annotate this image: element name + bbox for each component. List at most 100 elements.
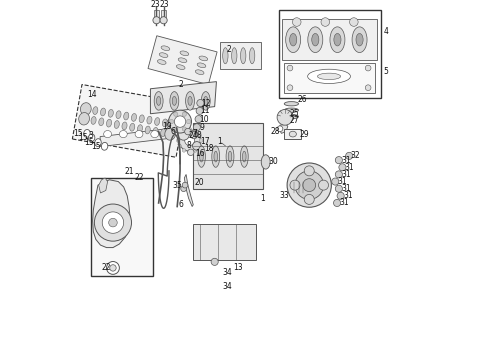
FancyBboxPatch shape [220,42,261,69]
Ellipse shape [172,96,176,105]
Text: 13: 13 [233,264,243,273]
Ellipse shape [162,119,168,127]
FancyBboxPatch shape [284,63,374,93]
Text: 24: 24 [189,131,198,140]
Polygon shape [100,129,167,147]
Ellipse shape [186,92,195,110]
Circle shape [188,127,192,131]
Ellipse shape [284,102,298,106]
Circle shape [277,109,293,125]
Circle shape [287,65,293,71]
Text: 34: 34 [222,268,232,277]
Text: 8: 8 [197,131,202,140]
Text: 31: 31 [345,163,354,172]
Circle shape [339,164,346,171]
Ellipse shape [88,134,95,142]
Ellipse shape [120,131,127,138]
Circle shape [193,141,201,150]
Text: 28: 28 [270,127,280,136]
Polygon shape [98,178,108,193]
Text: 27: 27 [290,116,299,125]
Circle shape [185,135,195,145]
Ellipse shape [147,116,152,124]
Ellipse shape [249,48,255,64]
Circle shape [287,85,293,91]
Ellipse shape [261,155,270,169]
Text: 22: 22 [101,264,111,273]
Text: 31: 31 [343,191,353,200]
Circle shape [102,212,123,233]
Ellipse shape [139,115,144,123]
Circle shape [179,130,200,151]
Text: 18: 18 [204,144,213,153]
FancyBboxPatch shape [282,19,377,60]
Ellipse shape [80,103,91,115]
Text: 9: 9 [200,123,205,132]
Circle shape [337,192,344,199]
Circle shape [349,18,358,26]
Circle shape [173,112,178,116]
Text: 15: 15 [84,138,94,147]
Ellipse shape [137,125,143,132]
Ellipse shape [243,151,246,162]
Text: 17: 17 [200,137,210,146]
Ellipse shape [156,96,161,105]
Circle shape [334,199,341,207]
Ellipse shape [226,146,234,167]
Text: 34: 34 [222,282,232,291]
Circle shape [182,127,187,131]
Text: 4: 4 [384,27,389,36]
Ellipse shape [200,151,203,162]
Circle shape [335,185,343,192]
Ellipse shape [228,151,232,162]
Text: 23: 23 [150,0,160,9]
Circle shape [182,182,188,188]
Text: 8: 8 [186,141,191,150]
Ellipse shape [84,130,90,137]
Ellipse shape [289,131,296,137]
Circle shape [106,261,120,274]
Ellipse shape [79,113,90,125]
Circle shape [199,139,203,142]
Text: 29: 29 [299,130,309,139]
Text: 1: 1 [260,194,265,203]
Circle shape [195,116,202,123]
Ellipse shape [290,33,297,46]
Ellipse shape [159,53,168,58]
Circle shape [321,18,330,26]
Ellipse shape [95,139,101,147]
Ellipse shape [197,63,206,68]
Circle shape [174,116,186,127]
Circle shape [318,180,328,190]
Ellipse shape [201,92,210,110]
Circle shape [290,180,300,190]
Ellipse shape [131,113,137,121]
FancyBboxPatch shape [279,10,381,98]
Ellipse shape [170,92,179,110]
Circle shape [365,85,371,91]
Text: 31: 31 [341,184,351,193]
Circle shape [178,129,189,140]
Circle shape [153,17,160,24]
Text: 7: 7 [193,129,197,138]
FancyBboxPatch shape [193,123,263,189]
Ellipse shape [356,33,363,46]
Circle shape [345,152,353,159]
Text: 10: 10 [199,114,209,123]
Ellipse shape [284,108,298,112]
Text: 16: 16 [196,149,205,158]
Text: 5: 5 [384,67,389,76]
Ellipse shape [197,146,205,167]
Ellipse shape [83,115,88,123]
Circle shape [335,157,343,164]
Circle shape [181,186,187,192]
Text: 14: 14 [87,90,97,99]
Ellipse shape [284,114,298,119]
Ellipse shape [100,108,106,116]
Ellipse shape [116,111,121,118]
Ellipse shape [122,122,127,130]
Text: 23: 23 [159,0,169,9]
Ellipse shape [178,58,187,63]
Ellipse shape [130,123,135,131]
Ellipse shape [308,27,323,53]
